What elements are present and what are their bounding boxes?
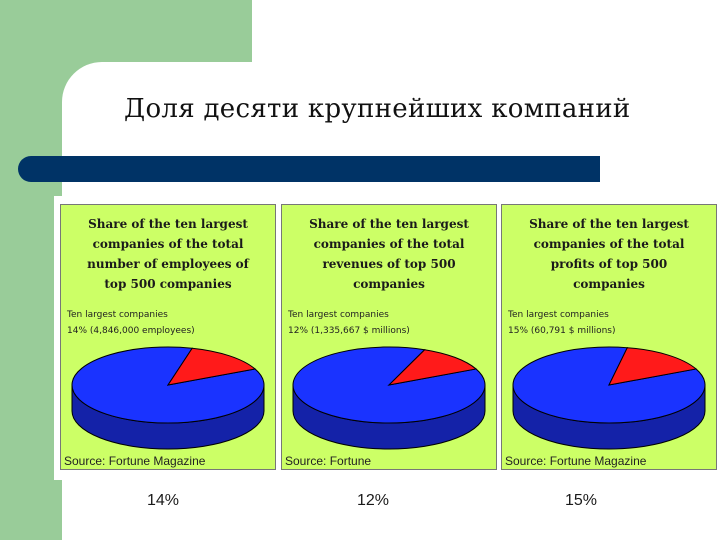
- chart-title-line: profits of top 500: [550, 257, 668, 271]
- pie-chart: [512, 346, 706, 450]
- chart-title-line: companies of the total: [92, 237, 244, 251]
- percent-caption: 15%: [564, 492, 598, 509]
- chart-title-line: Share of the ten largest: [309, 217, 469, 231]
- title-underline-bar: [18, 156, 600, 182]
- chart-source: Source: Fortune Magazine: [505, 454, 647, 468]
- chart-title-line: companies of the total: [313, 237, 465, 251]
- chart-title-line: companies: [573, 277, 645, 291]
- chart-title-line: Share of the ten largest: [529, 217, 689, 231]
- chart-title-line: number of employees of: [87, 257, 249, 271]
- chart-panel-revenues: Share of the ten largest companies of th…: [281, 204, 497, 470]
- chart-panel-employees: Share of the ten largest companies of th…: [60, 204, 276, 470]
- top-white-area: [252, 0, 720, 62]
- chart-panel-profits: Share of the ten largest companies of th…: [501, 204, 717, 470]
- pie-chart: [71, 346, 265, 450]
- slice-annotation: Ten largest companies 12% (1,335,667 $ m…: [288, 307, 494, 339]
- chart-title-line: revenues of top 500: [322, 257, 456, 271]
- percent-caption: 12%: [356, 492, 390, 509]
- pie-slice-ten-largest: [608, 347, 698, 386]
- chart-title: Share of the ten largest companies of th…: [65, 214, 271, 294]
- chart-title: Share of the ten largest companies of th…: [286, 214, 492, 294]
- pie-slice-other: [71, 346, 265, 424]
- chart-title-line: companies of the total: [533, 237, 685, 251]
- pie-slice-ten-largest: [387, 349, 478, 386]
- chart-title-line: companies: [353, 277, 425, 291]
- chart-source: Source: Fortune: [285, 454, 372, 468]
- chart-title-line: top 500 companies: [104, 277, 232, 291]
- percent-caption: 14%: [146, 492, 180, 509]
- pie-chart: [292, 346, 486, 450]
- annotation-line: 14% (4,846,000 employees): [67, 326, 195, 336]
- slice-annotation: Ten largest companies 14% (4,846,000 emp…: [67, 307, 273, 339]
- chart-area: Share of the ten largest companies of th…: [54, 196, 720, 480]
- pie-slice-other: [512, 346, 706, 424]
- chart-source: Source: Fortune Magazine: [64, 454, 206, 468]
- annotation-line: 15% (60,791 $ millions): [508, 326, 616, 336]
- annotation-line: Ten largest companies: [508, 310, 609, 320]
- chart-title: Share of the ten largest companies of th…: [506, 214, 712, 294]
- slice-annotation: Ten largest companies 15% (60,791 $ mill…: [508, 307, 714, 339]
- slide-title: Доля десяти крупнейших компаний: [124, 94, 631, 124]
- pie-slice-ten-largest: [166, 347, 257, 386]
- annotation-line: Ten largest companies: [67, 310, 168, 320]
- annotation-line: 12% (1,335,667 $ millions): [288, 326, 410, 336]
- annotation-line: Ten largest companies: [288, 310, 389, 320]
- chart-title-line: Share of the ten largest: [88, 217, 248, 231]
